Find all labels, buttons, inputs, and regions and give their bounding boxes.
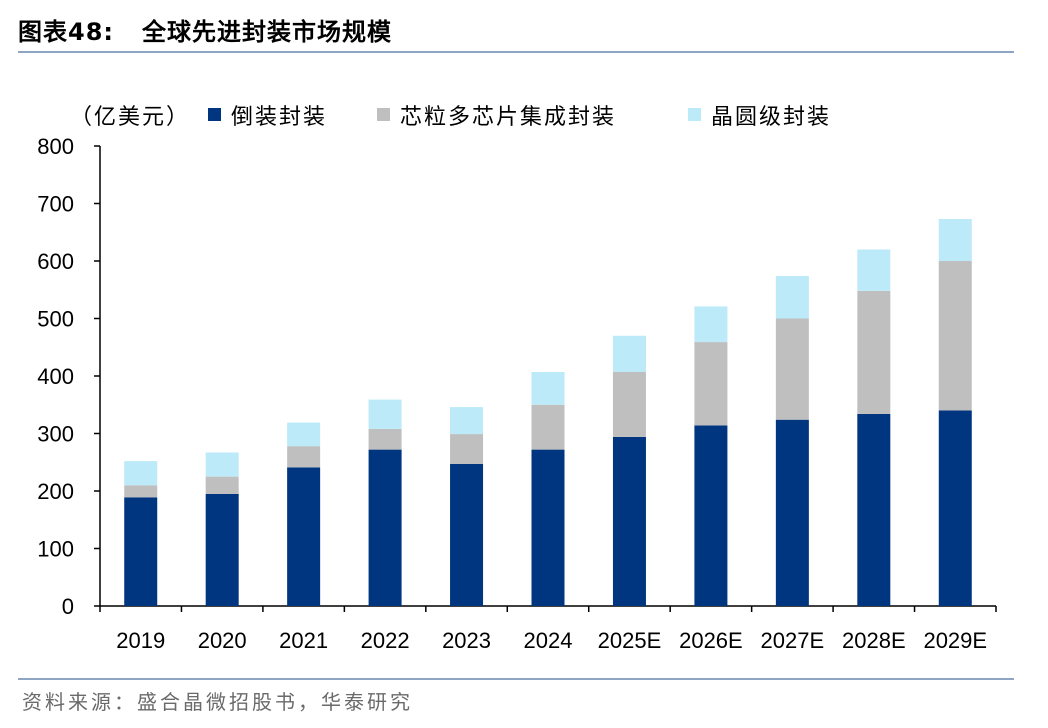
- legend-label: 晶圆级封装: [711, 105, 831, 130]
- x-tick-label: 2023: [442, 628, 491, 653]
- bar-segment-flip-chip: [531, 449, 565, 606]
- bar-segment-wafer-level: [531, 371, 565, 405]
- bar-segment-flip-chip: [368, 449, 402, 606]
- x-tick-label: 2022: [361, 628, 410, 653]
- bar-segment-chiplet: [694, 342, 728, 426]
- bar-segment-wafer-level: [205, 452, 239, 477]
- x-tick-label: 2029E: [923, 628, 987, 653]
- y-tick-label: 300: [37, 422, 74, 447]
- x-tick-label: 2024: [524, 628, 573, 653]
- x-tick-label: 2026E: [679, 628, 743, 653]
- x-tick-label: 2020: [198, 628, 247, 653]
- bar-segment-flip-chip: [205, 493, 239, 606]
- bar-segment-wafer-level: [450, 407, 484, 435]
- bar-segment-chiplet: [205, 476, 239, 494]
- legend-swatch: [208, 108, 221, 121]
- y-tick-label: 0: [62, 594, 74, 619]
- bar-segment-flip-chip: [694, 425, 728, 606]
- bar-segment-wafer-level: [287, 422, 321, 447]
- legend-swatch: [688, 108, 701, 121]
- bar-segment-chiplet: [857, 290, 891, 414]
- bar-segment-chiplet: [531, 404, 565, 450]
- x-tick-label: 2021: [279, 628, 328, 653]
- bar-segment-chiplet: [938, 261, 972, 411]
- bar-segment-flip-chip: [124, 497, 158, 606]
- source-note: 资料来源：盛合晶微招股书，华泰研究: [22, 690, 413, 714]
- y-tick-label: 400: [37, 364, 74, 389]
- bar-segment-flip-chip: [287, 467, 321, 606]
- figure-title: 图表48: 全球先进封装市场规模: [18, 12, 392, 47]
- bar-segment-wafer-level: [775, 275, 809, 319]
- source-divider: [18, 678, 1014, 680]
- bar-segment-chiplet: [368, 428, 402, 450]
- bar-segment-flip-chip: [857, 413, 891, 606]
- y-tick-label: 700: [37, 192, 74, 217]
- bar-segment-chiplet: [450, 434, 484, 464]
- bar-segment-flip-chip: [775, 419, 809, 606]
- bar-segment-flip-chip: [612, 436, 646, 606]
- bar-segment-flip-chip: [938, 410, 972, 606]
- bar-segment-chiplet: [775, 318, 809, 420]
- x-tick-label: 2027E: [761, 628, 825, 653]
- unit-label: （亿美元）: [70, 105, 190, 130]
- title-divider: [18, 51, 1014, 53]
- y-tick-label: 600: [37, 249, 74, 274]
- bar-segment-wafer-level: [857, 249, 891, 291]
- bar-segment-wafer-level: [124, 461, 158, 486]
- bar-segment-flip-chip: [450, 463, 484, 606]
- legend-label: 倒装封装: [231, 105, 327, 130]
- legend-swatch: [377, 108, 390, 121]
- x-tick-label: 2019: [116, 628, 165, 653]
- bar-segment-chiplet: [612, 371, 646, 437]
- x-tick-label: 2025E: [598, 628, 662, 653]
- figure-title-text: 全球先进封装市场规模: [142, 18, 392, 46]
- y-tick-label: 500: [37, 307, 74, 332]
- stacked-bar-chart: 0 100 200 300 400 500 600 700 800 2019 2020 2021 202…: [37, 105, 997, 653]
- legend-label: 芯粒多芯片集成封装: [400, 105, 616, 130]
- bar-segment-chiplet: [124, 485, 158, 498]
- bar-segment-wafer-level: [938, 219, 972, 261]
- bar-segment-wafer-level: [368, 399, 402, 429]
- y-tick-label: 800: [37, 134, 74, 159]
- x-tick-label: 2028E: [842, 628, 906, 653]
- bar-segment-wafer-level: [612, 335, 646, 372]
- y-tick-label: 100: [37, 537, 74, 562]
- y-tick-label: 200: [37, 479, 74, 504]
- figure-label: 图表48:: [18, 18, 114, 46]
- bar-segment-chiplet: [287, 446, 321, 468]
- bar-segment-wafer-level: [694, 306, 728, 343]
